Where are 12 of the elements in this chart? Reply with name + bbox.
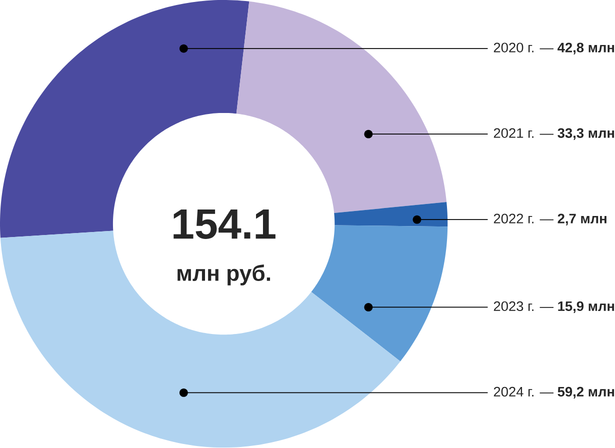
slice-label: 2020 г. (494, 42, 534, 53)
slice-label: 2021 г. (494, 128, 534, 138)
data-label: — 2,7 млн (540, 214, 606, 226)
data-label: — 33,3 млн (540, 128, 614, 140)
slice-label: 2024 г. (494, 387, 534, 397)
slice-label: 2022 г. (494, 214, 534, 224)
data-label: — 15,9 млн (540, 302, 614, 314)
text: млн руб. (178, 264, 270, 286)
data-label: — 42,8 млн (540, 42, 614, 55)
text: 154.1 (174, 210, 276, 240)
slice-label: 2023 г. (494, 302, 534, 312)
data-label: — 59,2 млн (540, 387, 614, 399)
